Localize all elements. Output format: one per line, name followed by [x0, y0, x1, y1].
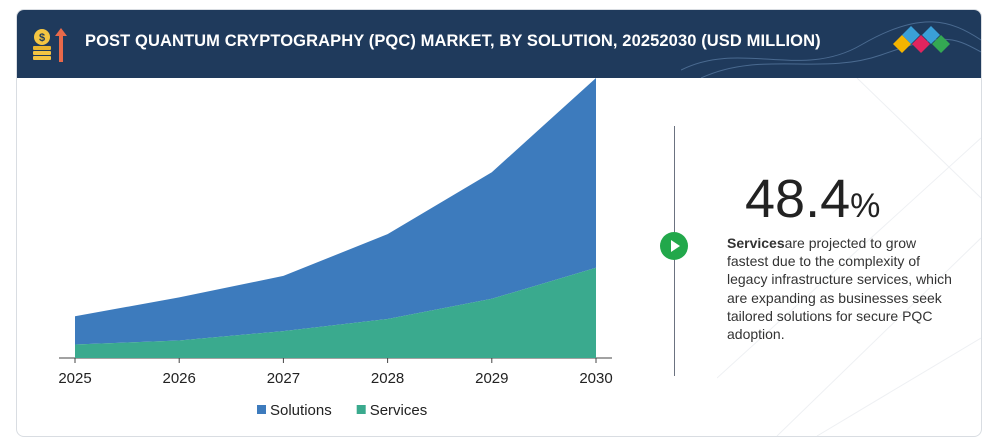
highlight-stat: 48.4% — [745, 168, 880, 237]
x-tick-label: 2029 — [475, 370, 508, 387]
background-decoration — [717, 78, 981, 436]
x-tick-label: 2025 — [58, 370, 91, 387]
play-icon — [671, 240, 680, 252]
legend-label-services: Services — [370, 402, 428, 419]
chart-title: POST QUANTUM CRYPTOGRAPHY (PQC) MARKET, … — [85, 32, 821, 50]
area-chart: 2025 2026 2027 2028 2029 2030 Solutions Servic… — [58, 78, 613, 419]
series-area-solutions — [75, 78, 596, 345]
highlight-description: Servicesare projected to grow fastest du… — [727, 234, 959, 343]
chart-card: $ POST QUANTUM CRYPTOGRAPHY (PQC) MARKET… — [16, 9, 982, 437]
legend-swatch-services — [356, 405, 366, 414]
money-growth-icon: $ — [33, 28, 67, 62]
diamond-logo-mark — [893, 26, 950, 53]
highlight-bold-label: Services — [727, 235, 785, 251]
highlight-text: are projected to grow fastest due to the… — [727, 235, 952, 343]
x-tick-label: 2027 — [267, 370, 300, 387]
highlight-unit: % — [850, 187, 881, 225]
play-button[interactable] — [660, 232, 688, 260]
header-bar: $ POST QUANTUM CRYPTOGRAPHY (PQC) MARKET… — [17, 10, 981, 78]
highlight-value: 48.4 — [745, 169, 851, 229]
x-tick-label: 2026 — [163, 370, 196, 387]
legend-swatch-solutions — [257, 405, 266, 414]
legend-label-solutions: Solutions — [270, 402, 332, 419]
series-area-services — [75, 267, 596, 358]
x-tick-label: 2028 — [371, 370, 404, 387]
x-tick-label: 2030 — [579, 370, 612, 387]
header-wave-decoration — [681, 21, 981, 78]
svg-text:$: $ — [39, 32, 45, 44]
